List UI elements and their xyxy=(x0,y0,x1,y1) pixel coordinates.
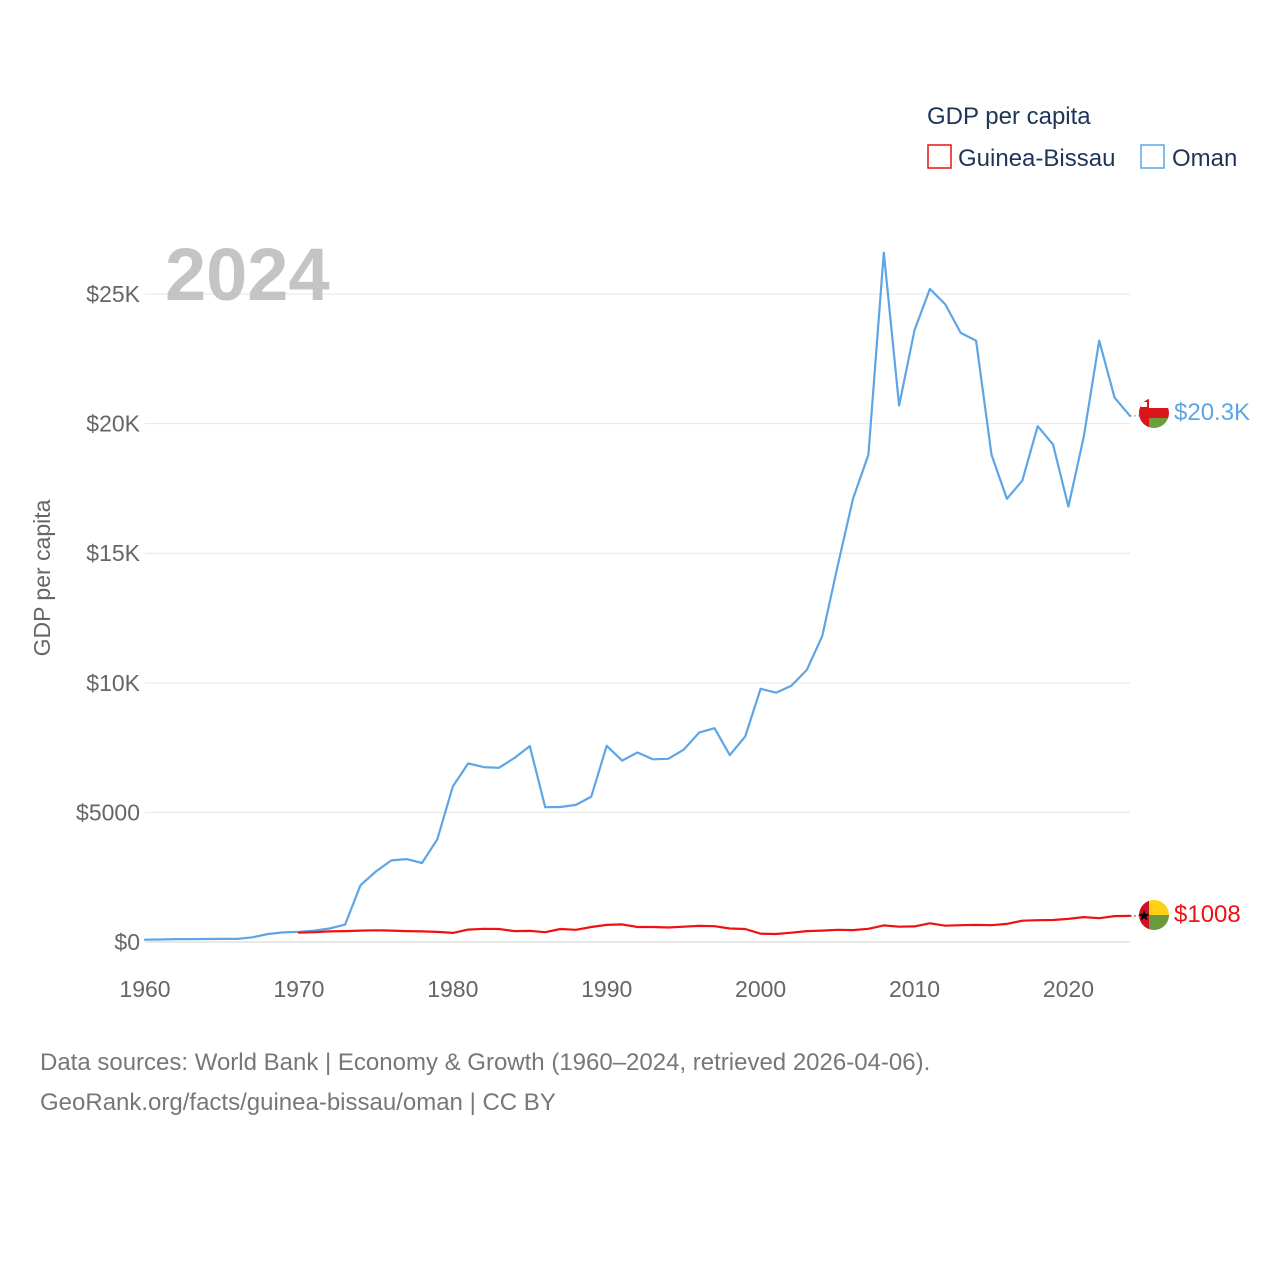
x-axis-ticks: 1960 1970 1980 1990 2000 2010 2020 xyxy=(119,976,1094,1002)
legend: GDP per capita Guinea-Bissau Oman xyxy=(927,103,1237,172)
legend-label-oman: Oman xyxy=(1172,145,1237,172)
series-lines xyxy=(143,251,1139,941)
y-tick-label: $20K xyxy=(86,411,140,437)
legend-swatch-oman xyxy=(1140,144,1165,169)
flag-icon-oman xyxy=(1139,398,1169,428)
y-tick-label: $25K xyxy=(86,281,140,307)
x-tick-label: 2010 xyxy=(889,976,940,1002)
grid-lines xyxy=(145,293,1130,943)
y-tick-label: $0 xyxy=(114,929,140,955)
y-tick-label: $5000 xyxy=(76,799,140,825)
legend-label-guinea-bissau: Guinea-Bissau xyxy=(958,145,1115,172)
legend-item-oman[interactable]: Oman xyxy=(1140,144,1237,172)
flag-icon-guinea-bissau xyxy=(1139,900,1169,930)
series-line-oman xyxy=(143,251,1132,941)
x-tick-label: 2020 xyxy=(1043,976,1094,1002)
x-tick-label: 1980 xyxy=(427,976,478,1002)
end-label-guinea-bissau: $1008 xyxy=(1174,901,1241,928)
year-label: 2024 xyxy=(165,233,330,316)
series-oman xyxy=(143,251,1139,941)
legend-title: GDP per capita xyxy=(927,103,1091,130)
y-tick-label: $10K xyxy=(86,670,140,696)
source-line-1: Data sources: World Bank | Economy & Gro… xyxy=(40,1049,931,1076)
y-tick-label: $15K xyxy=(86,540,140,566)
x-tick-label: 1970 xyxy=(273,976,324,1002)
source-note: Data sources: World Bank | Economy & Gro… xyxy=(40,1043,930,1123)
end-label-oman: $20.3K xyxy=(1174,399,1250,426)
series-guinea-bissau xyxy=(297,914,1139,936)
legend-swatch-guinea-bissau xyxy=(927,144,952,169)
legend-item-guinea-bissau[interactable]: Guinea-Bissau xyxy=(927,144,1115,172)
series-line-guinea-bissau xyxy=(297,914,1132,936)
y-axis-label: GDP per capita xyxy=(29,499,55,656)
x-tick-label: 2000 xyxy=(735,976,786,1002)
y-axis-ticks: $0 $5000 $10K $15K $20K $25K xyxy=(76,281,141,955)
source-line-2: GeoRank.org/facts/guinea-bissau/oman | C… xyxy=(40,1089,556,1116)
x-tick-label: 1960 xyxy=(119,976,170,1002)
x-tick-label: 1990 xyxy=(581,976,632,1002)
